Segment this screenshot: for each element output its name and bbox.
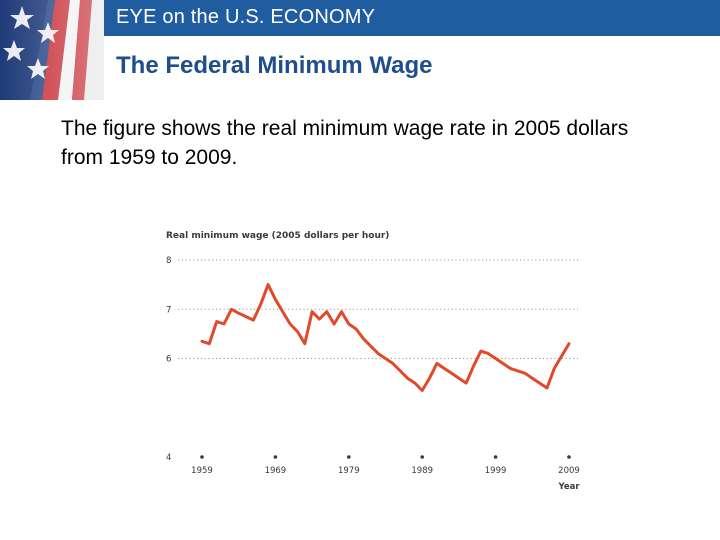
- header-bar: [104, 0, 720, 36]
- slide-body-text: The figure shows the real minimum wage r…: [61, 117, 629, 169]
- x-tick-mark-2009: [567, 455, 571, 459]
- x-tick-mark-1959: [200, 455, 204, 459]
- x-axis-label: Year: [557, 482, 580, 492]
- x-tick-mark-1999: [493, 455, 498, 459]
- y-tick-label-8: 8: [166, 256, 171, 266]
- x-tick-label-1999: 1999: [485, 466, 507, 476]
- chart-title: Real minimum wage (2005 dollars per hour…: [166, 231, 389, 241]
- chart-svg: Real minimum wage (2005 dollars per hour…: [166, 231, 580, 492]
- x-tick-label-1959: 1959: [191, 466, 213, 476]
- y-tick-label-7: 7: [166, 305, 171, 315]
- y-tick-label-4: 4: [166, 453, 171, 463]
- flag-image: [0, 0, 104, 100]
- flag-graphic: [0, 0, 104, 100]
- y-tick-label-6: 6: [166, 355, 171, 365]
- slide-title: The Federal Minimum Wage: [116, 52, 433, 79]
- x-tick-mark-1979: [347, 455, 351, 459]
- header-title: EYE on the U.S. ECONOMY: [116, 6, 376, 28]
- x-tick-mark-1969: [273, 455, 278, 459]
- x-tick-mark-1989: [420, 455, 425, 459]
- series-line-0: [200, 283, 571, 392]
- x-tick-label-2009: 2009: [558, 466, 580, 476]
- x-tick-label-1969: 1969: [265, 466, 287, 476]
- x-tick-label-1979: 1979: [338, 466, 360, 476]
- minimum-wage-chart: Real minimum wage (2005 dollars per hour…: [160, 222, 590, 497]
- x-tick-label-1989: 1989: [411, 466, 433, 476]
